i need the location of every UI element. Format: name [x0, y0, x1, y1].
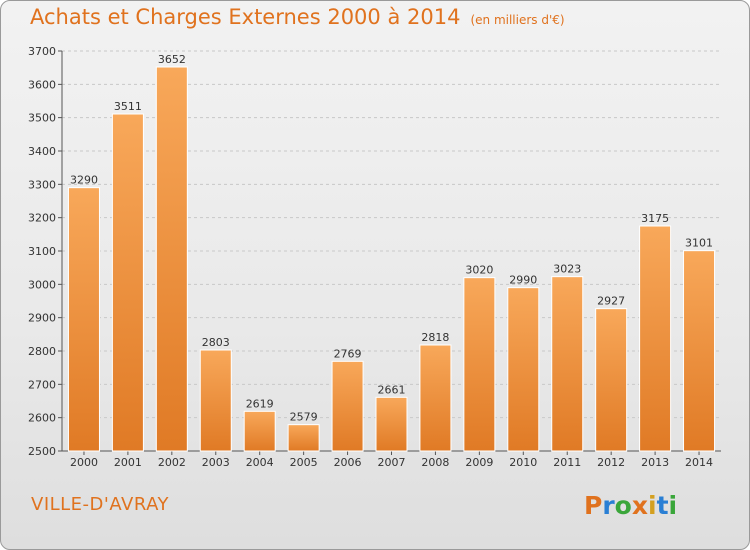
value-label: 3511 — [114, 100, 142, 113]
x-tick-label: 2005 — [290, 456, 318, 469]
bar-2010 — [507, 287, 540, 452]
value-label: 2990 — [509, 274, 537, 287]
value-label: 2619 — [246, 397, 274, 410]
value-label: 2769 — [334, 347, 362, 360]
x-tick-label: 2007 — [378, 456, 406, 469]
y-tick-label: 3600 — [28, 78, 56, 91]
logo-letter: i — [668, 491, 678, 520]
value-label: 2661 — [378, 383, 406, 396]
y-tick-label: 2700 — [28, 378, 56, 391]
value-label: 3175 — [641, 212, 669, 225]
x-tick-label: 2006 — [334, 456, 362, 469]
y-tick-label: 3200 — [28, 212, 56, 225]
bar-2002 — [155, 66, 188, 452]
bar-2009 — [463, 277, 496, 452]
x-tick-label: 2013 — [641, 456, 669, 469]
bar-2001 — [111, 113, 144, 452]
y-tick-label: 2900 — [28, 312, 56, 325]
logo-letter: o — [614, 491, 632, 520]
x-tick-label: 2012 — [597, 456, 625, 469]
x-tick-label: 2001 — [114, 456, 142, 469]
logo-letter: x — [631, 491, 648, 520]
bar-2007 — [375, 396, 408, 452]
bar-2000 — [67, 187, 100, 452]
bar-2005 — [287, 424, 320, 452]
value-label: 3290 — [70, 174, 98, 187]
y-tick-label: 2500 — [28, 445, 56, 458]
y-tick-label: 2800 — [28, 345, 56, 358]
value-label: 2927 — [597, 295, 625, 308]
x-tick-label: 2004 — [246, 456, 274, 469]
y-tick-label: 3300 — [28, 178, 56, 191]
bar-2003 — [199, 349, 232, 452]
value-label: 3020 — [465, 264, 493, 277]
value-label: 2803 — [202, 336, 230, 349]
y-tick-label: 3000 — [28, 278, 56, 291]
x-tick-label: 2000 — [70, 456, 98, 469]
x-tick-label: 2003 — [202, 456, 230, 469]
proxiti-logo: Proxiti — [584, 491, 677, 520]
title-text: Achats et Charges Externes 2000 à 2014 — [30, 5, 461, 29]
y-tick-label: 3100 — [28, 245, 56, 258]
y-tick-label: 2600 — [28, 412, 56, 425]
bars — [67, 66, 716, 452]
value-label: 2579 — [290, 411, 318, 424]
unit-label: (en milliers d'€) — [470, 13, 565, 27]
commune-name: VILLE-D'AVRAY — [31, 494, 170, 515]
logo-letter: t — [656, 491, 669, 520]
x-tick-label: 2010 — [509, 456, 537, 469]
bar-2014 — [683, 250, 716, 452]
y-tick-label: 3500 — [28, 112, 56, 125]
bar-2013 — [639, 225, 672, 452]
x-tick-label: 2014 — [685, 456, 713, 469]
bar-2004 — [243, 410, 276, 452]
y-tick-label: 3400 — [28, 145, 56, 158]
value-label: 3101 — [685, 237, 713, 250]
x-tick-label: 2011 — [553, 456, 581, 469]
chart-title: Achats et Charges Externes 2000 à 2014 (e… — [30, 5, 565, 29]
bar-2012 — [595, 308, 628, 452]
x-tick-label: 2009 — [465, 456, 493, 469]
x-tick-label: 2002 — [158, 456, 186, 469]
y-tick-label: 3700 — [28, 45, 56, 58]
logo-letter: r — [602, 491, 615, 520]
logo-letter: P — [584, 491, 603, 520]
x-tick-label: 2008 — [421, 456, 449, 469]
bar-2006 — [331, 360, 364, 452]
value-label: 3652 — [158, 53, 186, 66]
logo-letter: i — [648, 491, 657, 520]
bar-2011 — [551, 276, 584, 452]
value-label: 3023 — [553, 263, 581, 276]
bar-2008 — [419, 344, 452, 452]
value-labels: 3290 3511 3652 2803 2619 2579 2769 2661 2818 3020… — [70, 53, 713, 424]
value-label: 2818 — [421, 331, 449, 344]
